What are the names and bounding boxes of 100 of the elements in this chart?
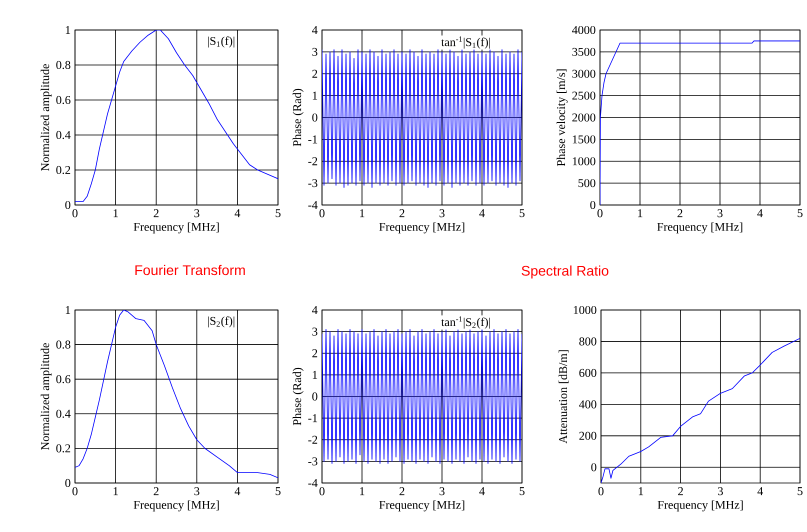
x-axis-title: Frequency [MHz]: [379, 222, 464, 234]
x-tick-label: 0: [72, 209, 78, 218]
y-tick-label: 800: [579, 337, 596, 346]
y-tick-label: 1: [66, 306, 70, 314]
y-tick-label: 0.6: [56, 375, 70, 384]
x-tick-label: 2: [154, 487, 159, 496]
y-tick-label: 0.2: [56, 444, 70, 452]
y-tick-label: 4000: [572, 26, 596, 34]
x-axis-title: Frequency [MHz]: [134, 222, 219, 234]
y-tick-label: 2: [312, 70, 318, 78]
y-tick-label: -4: [308, 201, 318, 209]
y-axis-title: Normalized amplitude: [40, 343, 52, 450]
y-tick-label: 0.6: [56, 96, 70, 104]
y-axis-title: Phase (Rad): [292, 88, 304, 146]
y-tick-label: -1: [308, 135, 318, 144]
x-tick-label: 5: [520, 209, 525, 218]
x-tick-label: 4: [479, 209, 485, 218]
x-tick-label: 4: [234, 209, 240, 218]
x-tick-label: 5: [798, 209, 803, 218]
x-axis-title: Frequency [MHz]: [658, 500, 743, 512]
y-tick-label: -3: [308, 179, 318, 188]
text: Spectral Ratio: [522, 265, 608, 279]
line-series: [322, 49, 522, 188]
x-tick-label: 1: [638, 487, 644, 496]
y-tick-label: -1: [308, 414, 318, 422]
y-tick-label: 0: [591, 463, 596, 472]
y-tick-label: 0.2: [56, 166, 70, 174]
y-axis-title: Normalized amplitude: [40, 64, 52, 171]
y-tick-label: 3: [312, 328, 318, 336]
x-tick-label: 5: [798, 487, 803, 496]
y-tick-label: 0.8: [56, 60, 70, 70]
x-tick-label: 1: [360, 487, 364, 496]
y-tick-label: 1: [66, 26, 70, 34]
x-tick-label: 3: [718, 487, 723, 496]
line-series: [601, 338, 800, 483]
y-tick-label: 3: [312, 48, 318, 56]
x-tick-label: 2: [400, 487, 404, 496]
annotation: tan$^{-1}$|S$_{2}$(f)|: [441, 316, 490, 329]
x-tick-label: 0: [598, 487, 604, 496]
x-axis-title: Frequency [MHz]: [134, 500, 219, 512]
x-tick-label: 1: [114, 487, 118, 496]
y-tick-label: 0: [312, 113, 318, 122]
x-tick-label: 2: [678, 487, 683, 496]
y-tick-label: 2: [312, 349, 318, 358]
x-tick-label: 0: [319, 487, 325, 496]
y-tick-label: 0.4: [56, 130, 71, 140]
x-tick-label: 2: [400, 209, 404, 218]
y-tick-label: 0: [590, 200, 596, 210]
annotation: |S$_{2}$(f)|: [208, 316, 234, 328]
x-tick-label: 3: [194, 209, 200, 218]
y-tick-label: 200: [579, 432, 596, 440]
y-axis-title: Phase velocity [m/s]: [556, 69, 568, 166]
x-tick-label: 0: [319, 209, 325, 218]
y-axis-title: Phase (Rad): [292, 368, 304, 426]
y-tick-label: -4: [308, 479, 318, 487]
x-axis-title: Frequency [MHz]: [379, 500, 464, 512]
line-series: [322, 329, 522, 464]
x-tick-label: 2: [154, 209, 159, 218]
x-tick-label: 3: [440, 209, 445, 218]
y-tick-label: 0: [65, 200, 70, 210]
y-tick-label: 1000: [572, 157, 596, 166]
x-axis-title: Frequency [MHz]: [657, 222, 742, 234]
y-tick-label: 1: [312, 370, 318, 379]
x-tick-label: 1: [114, 209, 118, 218]
x-tick-label: 1: [638, 209, 642, 218]
y-tick-label: 400: [579, 400, 596, 408]
y-tick-label: 1000: [574, 306, 596, 314]
y-tick-label: 600: [579, 368, 596, 377]
y-tick-label: 3000: [572, 70, 596, 78]
text: Fourier Transform: [135, 264, 245, 276]
x-tick-label: 4: [479, 487, 485, 496]
y-tick-label: -2: [308, 157, 318, 166]
x-tick-label: 3: [440, 487, 445, 496]
x-tick-label: 2: [678, 209, 682, 218]
x-tick-label: 0: [72, 487, 78, 496]
y-tick-label: 500: [578, 179, 596, 188]
y-tick-label: 1500: [572, 135, 596, 144]
x-tick-label: 4: [757, 209, 763, 218]
x-tick-label: 5: [276, 487, 281, 496]
x-tick-label: 0: [597, 209, 603, 218]
annotation: tan$^{-1}$|S$_{1}$(f)|: [441, 36, 490, 49]
y-tick-label: 1: [312, 92, 318, 100]
x-tick-label: 1: [360, 209, 364, 218]
annotation: |S$_{1}$(f)|: [208, 36, 234, 48]
y-tick-label: -2: [308, 436, 318, 444]
y-tick-label: 4: [312, 26, 318, 34]
x-tick-label: 5: [520, 487, 525, 496]
y-tick-label: 0: [312, 392, 318, 401]
x-tick-label: 4: [757, 487, 764, 496]
y-tick-label: 2000: [572, 113, 596, 122]
y-tick-label: 0.4: [56, 410, 71, 418]
y-tick-label: -3: [308, 457, 318, 466]
y-tick-label: 2500: [572, 92, 596, 100]
y-tick-label: 0: [65, 478, 70, 488]
x-tick-label: 5: [276, 209, 281, 218]
y-axis-title: Attenuation [dB/m]: [558, 350, 569, 444]
y-tick-label: 3500: [572, 48, 596, 56]
x-tick-label: 3: [194, 487, 200, 496]
x-tick-label: 3: [718, 209, 723, 218]
x-tick-label: 4: [234, 487, 240, 496]
